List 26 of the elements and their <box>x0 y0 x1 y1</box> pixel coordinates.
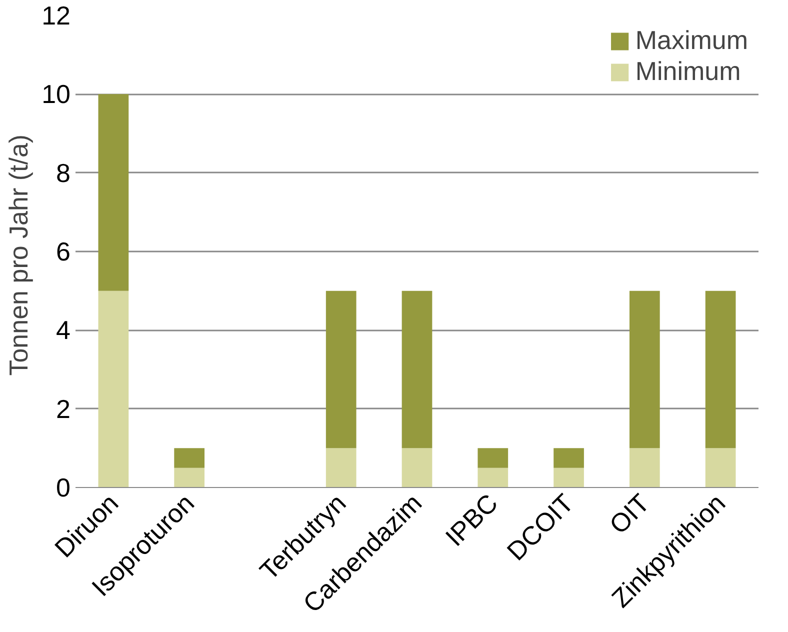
bar <box>629 448 660 488</box>
y-tick-label: 0 <box>56 472 71 502</box>
legend-label: Minimum <box>635 56 741 87</box>
y-tick-label: 2 <box>56 394 71 424</box>
bar <box>402 290 432 448</box>
bar <box>478 468 508 488</box>
y-tick-label: 12 <box>42 0 70 30</box>
bar <box>174 448 205 468</box>
bar <box>478 448 508 468</box>
bar <box>326 290 356 448</box>
bar <box>402 448 432 488</box>
y-tick-label: 10 <box>42 79 70 110</box>
bar <box>705 290 736 448</box>
legend-label: Maximum <box>635 25 748 56</box>
bar <box>554 468 584 488</box>
bar <box>554 448 584 468</box>
bar <box>705 448 736 488</box>
bar <box>326 448 356 488</box>
bar <box>98 94 129 291</box>
y-tick-label: 6 <box>56 236 71 266</box>
y-tick-label: 4 <box>56 315 71 346</box>
y-axis-title: Tonnen pro Jahr (t/a) <box>4 134 34 376</box>
bar <box>174 468 205 488</box>
bar <box>629 290 660 448</box>
bar <box>98 290 129 488</box>
y-tick-label: 8 <box>56 158 71 188</box>
